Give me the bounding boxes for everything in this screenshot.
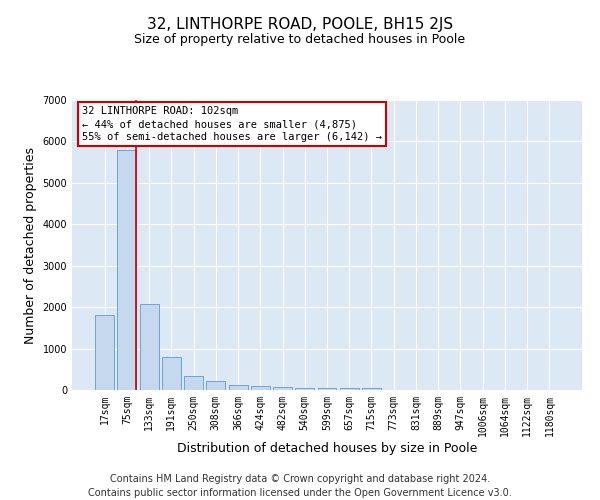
Bar (273, 387, 292, 390)
Bar (340, 388, 359, 390)
Bar (295, 388, 314, 390)
Text: Contains HM Land Registry data © Crown copyright and database right 2024.
Contai: Contains HM Land Registry data © Crown c… (88, 474, 512, 498)
Bar (206, 381, 225, 390)
Bar (229, 384, 248, 390)
Text: Size of property relative to detached houses in Poole: Size of property relative to detached ho… (134, 32, 466, 46)
Bar (162, 357, 181, 390)
X-axis label: Distribution of detached houses by size in Poole: Distribution of detached houses by size … (177, 442, 477, 454)
Y-axis label: Number of detached properties: Number of detached properties (24, 146, 37, 344)
Bar (362, 388, 381, 390)
Bar (251, 386, 270, 390)
Text: 32, LINTHORPE ROAD, POOLE, BH15 2JS: 32, LINTHORPE ROAD, POOLE, BH15 2JS (147, 18, 453, 32)
Bar (95, 316, 114, 390)
Bar (184, 376, 203, 390)
Bar (140, 304, 158, 390)
Bar (118, 150, 136, 390)
Text: 32 LINTHORPE ROAD: 102sqm
← 44% of detached houses are smaller (4,875)
55% of se: 32 LINTHORPE ROAD: 102sqm ← 44% of detac… (82, 106, 382, 142)
Bar (317, 388, 337, 390)
